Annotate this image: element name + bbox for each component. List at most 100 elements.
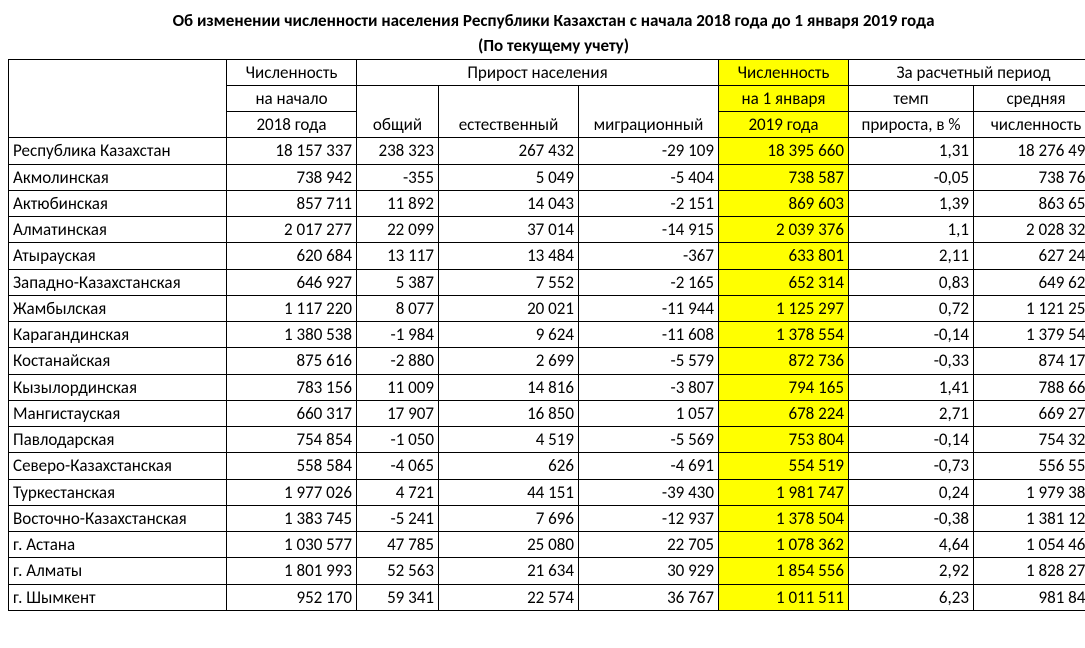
cell-pop_2019: 18 395 660 — [719, 138, 849, 164]
cell-rate: 6,23 — [849, 584, 974, 610]
cell-total: -2 880 — [357, 348, 439, 374]
cell-natural: 25 080 — [439, 532, 579, 558]
table-row: Атырауская620 68413 11713 484-367633 801… — [9, 243, 1085, 269]
table-row: Костанайская875 616-2 8802 699-5 579872 … — [9, 348, 1085, 374]
cell-region: Павлодарская — [9, 427, 227, 453]
cell-natural: 21 634 — [439, 558, 579, 584]
hdr-pop2019-2: на 1 января — [719, 85, 849, 111]
cell-region: Северо-Казахстанская — [9, 453, 227, 479]
cell-rate: 0,24 — [849, 479, 974, 505]
cell-natural: 7 696 — [439, 505, 579, 531]
title-line-2: (По текущему учету) — [9, 33, 1085, 59]
table-row: Мангистауская660 31717 90716 8501 057678… — [9, 400, 1085, 426]
cell-avg: 649 620 — [974, 269, 1085, 295]
cell-pop_start: 783 156 — [227, 374, 357, 400]
cell-rate: 0,72 — [849, 295, 974, 321]
hdr-pop-start-2: на начало — [227, 85, 357, 111]
cell-total: 52 563 — [357, 558, 439, 584]
table-row: Восточно-Казахстанская1 383 745-5 2417 6… — [9, 505, 1085, 531]
cell-rate: -0,14 — [849, 427, 974, 453]
hdr-pop2019-1: Численность — [719, 59, 849, 85]
cell-natural: 44 151 — [439, 479, 579, 505]
cell-rate: 0,83 — [849, 269, 974, 295]
hdr-growth-group: Прирост населения — [357, 59, 719, 85]
cell-pop_2019: 1 125 297 — [719, 295, 849, 321]
cell-region: Актюбинская — [9, 190, 227, 216]
cell-total: 5 387 — [357, 269, 439, 295]
cell-pop_start: 1 801 993 — [227, 558, 357, 584]
cell-natural: 2 699 — [439, 348, 579, 374]
cell-rate: 2,92 — [849, 558, 974, 584]
cell-migration: -2 165 — [579, 269, 719, 295]
cell-migration: 36 767 — [579, 584, 719, 610]
table-row: г. Астана1 030 57747 78525 08022 7051 07… — [9, 532, 1085, 558]
cell-total: 17 907 — [357, 400, 439, 426]
cell-pop_2019: 869 603 — [719, 190, 849, 216]
cell-avg: 1 054 469 — [974, 532, 1085, 558]
cell-pop_start: 646 927 — [227, 269, 357, 295]
cell-rate: 1,41 — [849, 374, 974, 400]
table-row: Акмолинская738 942-3555 049-5 404738 587… — [9, 164, 1085, 190]
cell-migration: -5 404 — [579, 164, 719, 190]
cell-avg: 1 121 259 — [974, 295, 1085, 321]
cell-pop_start: 952 170 — [227, 584, 357, 610]
cell-rate: -0,73 — [849, 453, 974, 479]
cell-pop_2019: 1 078 362 — [719, 532, 849, 558]
table-row: Республика Казахстан18 157 337238 323267… — [9, 138, 1085, 164]
cell-pop_start: 558 584 — [227, 453, 357, 479]
cell-pop_start: 2 017 277 — [227, 217, 357, 243]
cell-avg: 754 329 — [974, 427, 1085, 453]
cell-avg: 18 276 499 — [974, 138, 1085, 164]
hdr-blank — [9, 59, 227, 138]
cell-region: Костанайская — [9, 348, 227, 374]
cell-natural: 5 049 — [439, 164, 579, 190]
cell-total: 47 785 — [357, 532, 439, 558]
cell-migration: -12 937 — [579, 505, 719, 531]
cell-pop_start: 18 157 337 — [227, 138, 357, 164]
table-row: Туркестанская1 977 0264 72144 151-39 430… — [9, 479, 1085, 505]
cell-pop_2019: 1 981 747 — [719, 479, 849, 505]
cell-pop_start: 1 380 538 — [227, 322, 357, 348]
cell-region: Акмолинская — [9, 164, 227, 190]
cell-natural: 626 — [439, 453, 579, 479]
cell-rate: -0,33 — [849, 348, 974, 374]
cell-migration: -14 915 — [579, 217, 719, 243]
cell-region: Мангистауская — [9, 400, 227, 426]
hdr-pop-start-1: Численность — [227, 59, 357, 85]
cell-natural: 13 484 — [439, 243, 579, 269]
cell-migration: -3 807 — [579, 374, 719, 400]
hdr-avg-1: средняя — [974, 85, 1085, 111]
cell-rate: 2,11 — [849, 243, 974, 269]
cell-pop_2019: 554 519 — [719, 453, 849, 479]
cell-pop_2019: 1 854 556 — [719, 558, 849, 584]
table-row: Карагандинская1 380 538-1 9849 624-11 60… — [9, 322, 1085, 348]
cell-avg: 1 979 387 — [974, 479, 1085, 505]
cell-pop_2019: 1 378 504 — [719, 505, 849, 531]
cell-pop_2019: 652 314 — [719, 269, 849, 295]
cell-avg: 738 765 — [974, 164, 1085, 190]
cell-region: г. Астана — [9, 532, 227, 558]
cell-natural: 267 432 — [439, 138, 579, 164]
table-row: Западно-Казахстанская646 9275 3877 552-2… — [9, 269, 1085, 295]
table-row: Жамбылская1 117 2208 07720 021-11 9441 1… — [9, 295, 1085, 321]
cell-pop_start: 1 383 745 — [227, 505, 357, 531]
cell-rate: 1,1 — [849, 217, 974, 243]
cell-pop_start: 1 117 220 — [227, 295, 357, 321]
cell-region: Жамбылская — [9, 295, 227, 321]
cell-total: -4 065 — [357, 453, 439, 479]
cell-pop_start: 1 030 577 — [227, 532, 357, 558]
cell-total: -5 241 — [357, 505, 439, 531]
cell-region: Карагандинская — [9, 322, 227, 348]
cell-region: Республика Казахстан — [9, 138, 227, 164]
cell-migration: -11 944 — [579, 295, 719, 321]
cell-avg: 874 176 — [974, 348, 1085, 374]
cell-total: 8 077 — [357, 295, 439, 321]
cell-total: 4 721 — [357, 479, 439, 505]
hdr-avg-2: численность — [974, 112, 1085, 138]
hdr-growth-natural: естественный — [439, 85, 579, 138]
cell-pop_2019: 678 224 — [719, 400, 849, 426]
cell-migration: -5 569 — [579, 427, 719, 453]
cell-natural: 37 014 — [439, 217, 579, 243]
cell-total: 11 892 — [357, 190, 439, 216]
cell-migration: -4 691 — [579, 453, 719, 479]
